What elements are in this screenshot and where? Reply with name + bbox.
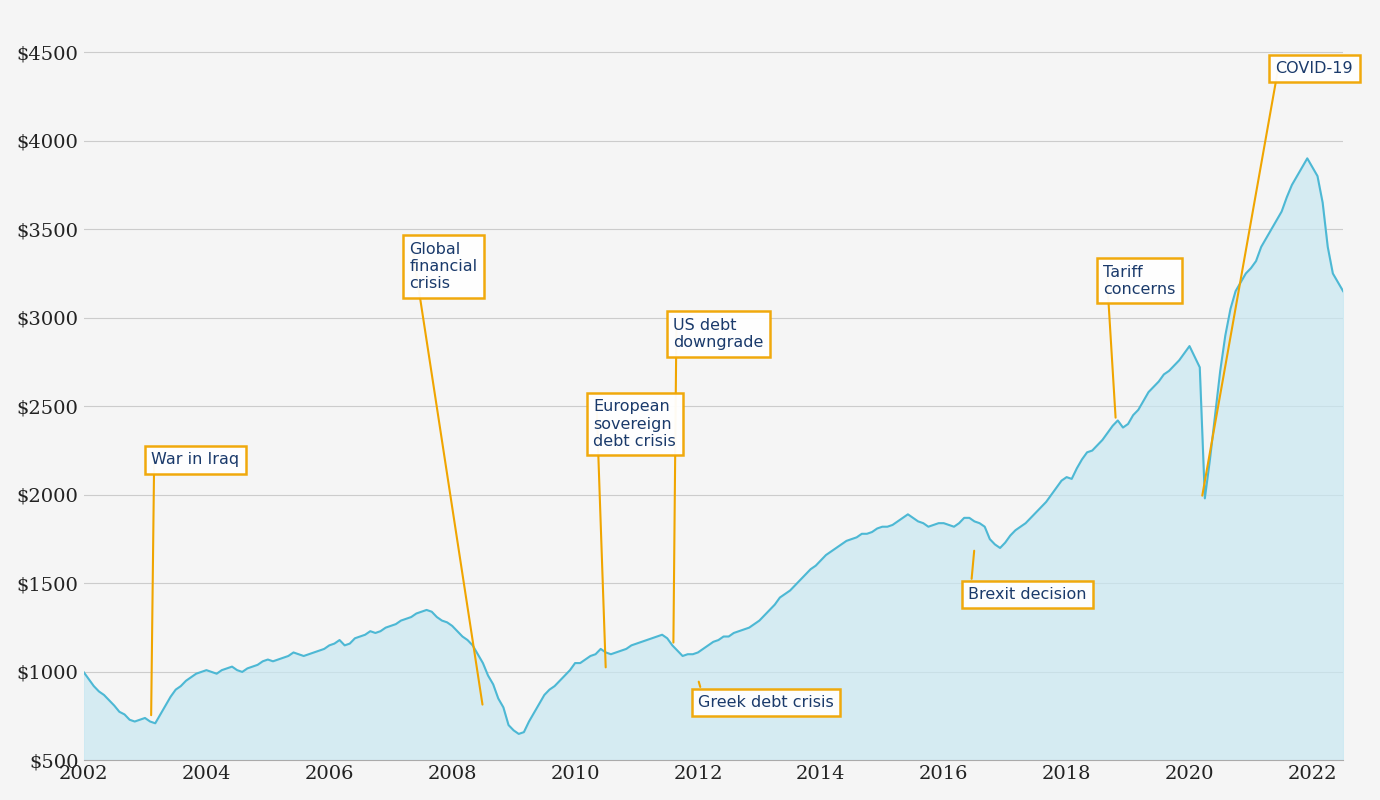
Text: COVID-19: COVID-19 [1275,61,1354,76]
Text: Tariff
concerns: Tariff concerns [1104,265,1176,297]
Text: War in Iraq: War in Iraq [152,452,239,467]
Text: US debt
downgrade: US debt downgrade [673,318,763,350]
Text: European
sovereign
debt crisis: European sovereign debt crisis [593,399,676,449]
Text: Global
financial
crisis: Global financial crisis [410,242,477,291]
Text: Greek debt crisis: Greek debt crisis [698,695,834,710]
Text: Brexit decision: Brexit decision [969,587,1087,602]
